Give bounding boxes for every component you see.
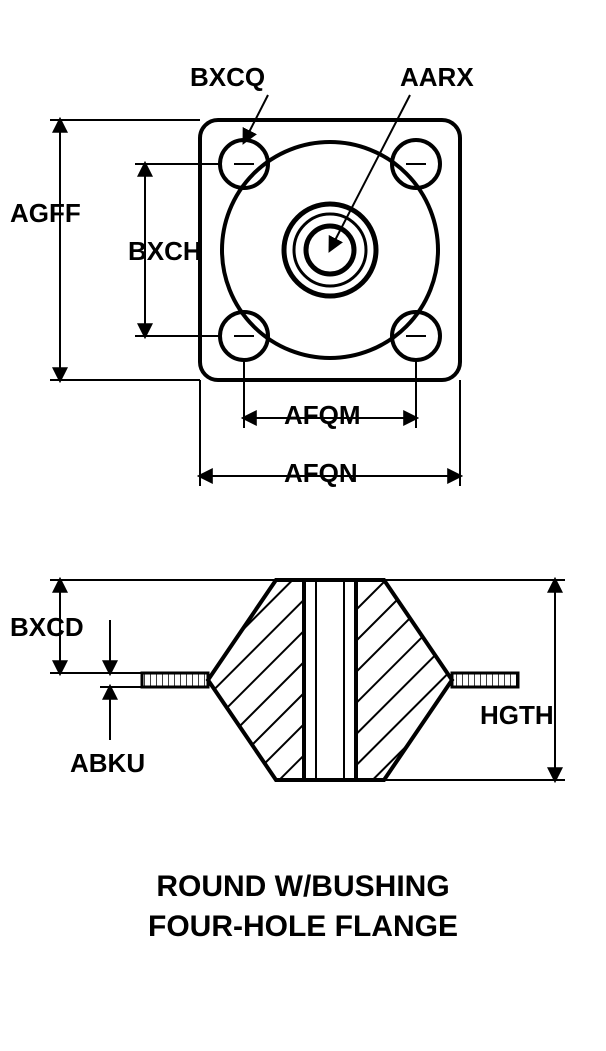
label-hgth: HGTH bbox=[480, 700, 554, 731]
title-line1: ROUND W/BUSHING bbox=[0, 870, 606, 904]
bore bbox=[304, 580, 356, 780]
dim-abku bbox=[100, 620, 142, 740]
label-aarx: AARX bbox=[400, 62, 474, 93]
flange-tab-right bbox=[452, 673, 518, 687]
title-line2: FOUR-HOLE FLANGE bbox=[0, 910, 606, 944]
label-afqm: AFQM bbox=[284, 400, 361, 431]
label-abku: ABKU bbox=[70, 748, 145, 779]
top-view bbox=[50, 95, 460, 486]
label-bxch: BXCH bbox=[128, 236, 202, 267]
label-bxcd: BXCD bbox=[10, 612, 84, 643]
label-agff: AGFF bbox=[10, 198, 81, 229]
flange-tab-left bbox=[142, 673, 208, 687]
label-bxcq: BXCQ bbox=[190, 62, 265, 93]
label-afqn: AFQN bbox=[284, 458, 358, 489]
